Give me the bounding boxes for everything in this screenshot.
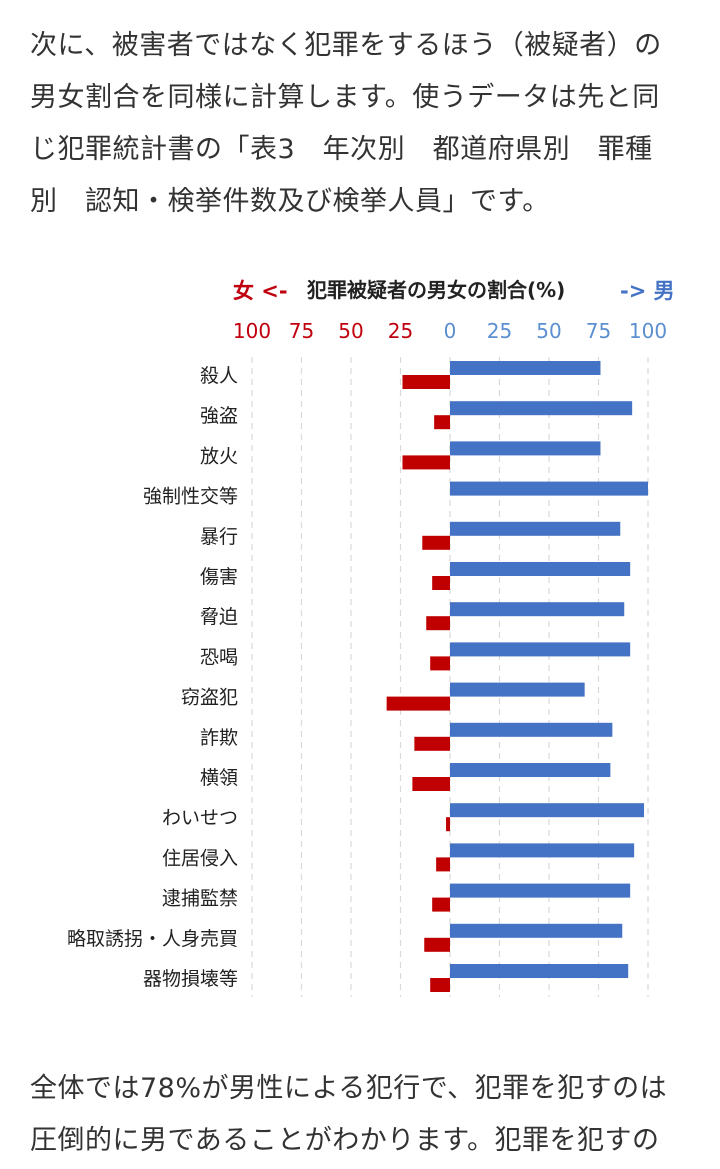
axis-ticks: 100 75 50 25 0 25 50 75 100 [233,319,667,343]
intro-line: じ犯罪統計書の「表3 年次別 都道府県別 罪種 [30,134,653,165]
category-label: 放火 [200,445,238,467]
bars [386,361,648,992]
bar-female [430,978,450,992]
legend-male: -> 男 [620,279,675,303]
bar-female [424,937,450,952]
bar-male [450,682,585,697]
bar-male [450,481,648,496]
bar-male [450,441,601,456]
bar-female [446,817,450,832]
category-label: 詐欺 [200,727,238,749]
category-label: 窃盗犯 [181,687,238,709]
tick-label-male: 25 [487,319,512,343]
bar-male [450,521,621,536]
legend-female: 女 <- [233,279,288,303]
outro-paragraph: 全体では78%が男性による犯行で、犯罪を犯すのは 圧倒的に男であることがわかりま… [30,1063,695,1167]
intro-line: 男女割合を同様に計算します。使うデータは先と同 [30,82,660,113]
bar-male [450,763,611,777]
category-label: 脅迫 [200,606,238,628]
tick-label-male: 100 [629,319,667,343]
tick-label-female: 25 [388,319,413,343]
bar-female [386,696,450,711]
bar-female [434,415,450,430]
category-label: わいせつ [162,807,238,829]
bar-female [422,535,450,550]
tick-label-male: 0 [444,319,457,343]
tick-label-female: 100 [233,319,271,343]
bar-male [450,803,645,818]
bar-male [450,562,631,576]
bar-male [450,883,631,898]
outro-line: 全体では78%が男性による犯行で、犯罪を犯すのは [30,1073,668,1104]
intro-line: 別 認知・検挙件数及び検挙人員」です。 [30,186,550,217]
bar-male [450,361,601,375]
bar-female [436,857,450,872]
bar-male [450,602,625,617]
bar-female [432,897,450,912]
bar-female [430,656,450,671]
category-label: 横領 [200,767,238,789]
bar-female [402,455,450,470]
bar-male [450,964,629,978]
bar-male [450,843,635,858]
category-label: 強制性交等 [143,486,238,508]
category-label: 暴行 [200,526,238,548]
category-label: 住居侵入 [162,847,238,869]
tick-label-male: 50 [536,319,561,343]
bar-female [412,777,450,791]
category-labels: 殺人強盗放火強制性交等暴行傷害脅迫恐喝窃盗犯詐欺横領わいせつ住居侵入逮捕監禁略取… [67,365,238,990]
category-label: 略取誘拐・人身売買 [67,928,238,950]
bar-female [414,736,450,751]
outro-line: 圧倒的に男であることがわかります。犯罪を犯すの [30,1125,660,1156]
bar-female [402,375,450,389]
category-label: 器物損壊等 [143,968,238,990]
bar-female [426,616,450,631]
bar-male [450,923,623,938]
tick-label-female: 50 [338,319,363,343]
tick-label-male: 75 [586,319,611,343]
intro-paragraph: 次に、被害者ではなく犯罪をするほう（被疑者）の 男女割合を同様に計算します。使う… [30,20,695,228]
category-label: 逮捕監禁 [162,888,238,910]
gender-ratio-chart: 女 <- 犯罪被疑者の男女の割合(%) -> 男 100 75 50 25 0 25 50 7… [67,278,675,997]
bar-male [450,722,613,737]
bar-female [432,576,450,590]
category-label: 恐喝 [200,646,238,668]
bar-male [450,642,631,657]
tick-label-female: 75 [289,319,314,343]
category-label: 傷害 [200,566,238,588]
bar-male [450,401,633,416]
category-label: 殺人 [200,365,238,387]
intro-line: 次に、被害者ではなく犯罪をするほう（被疑者）の [30,30,662,61]
chart-title: 犯罪被疑者の男女の割合(%) [306,278,565,302]
category-label: 強盗 [200,405,238,427]
